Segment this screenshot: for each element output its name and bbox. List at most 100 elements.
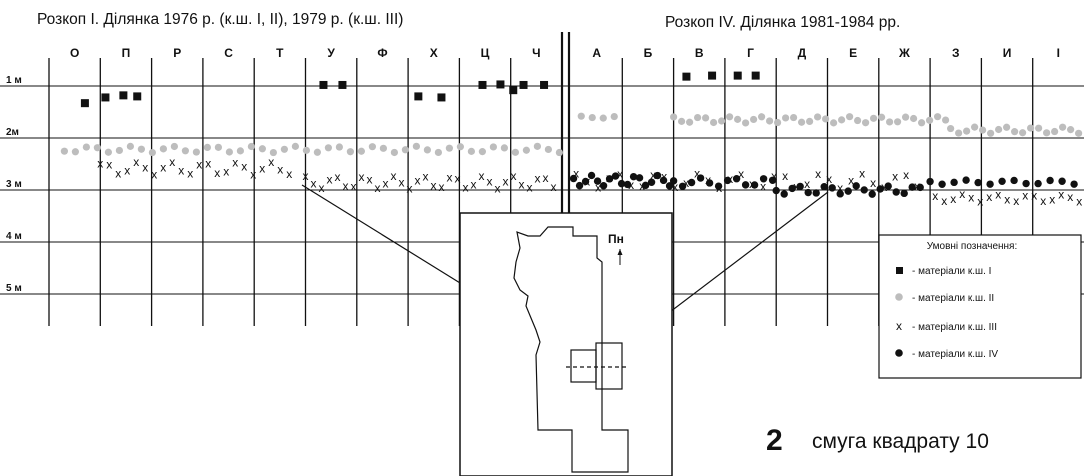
layer3-find-marker: x [892, 170, 898, 184]
layer2-find-marker [963, 127, 971, 135]
plan-square-right [595, 342, 623, 390]
layer2-find-marker [500, 144, 508, 152]
layer3-find-marker: x [503, 174, 509, 188]
legend-square-icon [896, 267, 903, 274]
layer4-find-marker [732, 175, 741, 183]
layer4-find-marker [1046, 176, 1054, 185]
column-label: Т [276, 46, 284, 60]
layer4-find-marker [669, 177, 678, 185]
layer4-find-marker [772, 186, 780, 195]
layer3-find-marker: x [133, 155, 139, 169]
layer3-find-marker: x [407, 181, 413, 195]
layer4-find-marker [986, 180, 994, 188]
layer1-find-marker [540, 80, 549, 89]
layer2-find-marker [987, 129, 995, 137]
column-label: Ц [481, 46, 490, 60]
legend-black-circle-icon [895, 349, 903, 357]
layer4-find-marker [617, 179, 626, 188]
layer3-find-marker: x [903, 168, 909, 182]
layer3-find-marker: x [1031, 188, 1037, 202]
depth-label: 3 м [6, 179, 22, 190]
layer3-find-marker: x [375, 181, 381, 195]
layer3-find-marker: x [286, 167, 292, 181]
layer2-find-marker [588, 113, 596, 122]
layer3-find-marker: x [932, 189, 938, 203]
layer2-find-marker [522, 146, 530, 154]
layer2-find-marker [313, 148, 321, 156]
layer3-find-marker: x [124, 164, 130, 178]
layer3-find-marker: x [335, 170, 341, 184]
layer2-find-marker [181, 147, 189, 155]
layer2-find-marker [280, 145, 288, 153]
layer4-find-marker [796, 182, 804, 191]
layer2-find-marker [1027, 124, 1035, 132]
layer3-find-marker: x [584, 174, 590, 188]
layer3-find-marker: x [1040, 194, 1046, 208]
layer3-find-marker: x [551, 180, 557, 194]
depth-label: 5 м [6, 283, 22, 294]
layer1-find-marker [133, 92, 142, 101]
layer2-find-marker [947, 124, 955, 133]
layer3-find-marker: x [606, 171, 612, 185]
layer2-find-marker [830, 119, 838, 127]
layer3-find-marker: x [527, 181, 533, 195]
layer3-find-marker: x [178, 163, 184, 177]
layer1-find-marker [708, 71, 717, 80]
layer1-find-marker [751, 71, 760, 80]
layer2-find-marker [1067, 126, 1075, 134]
layer2-find-marker [702, 114, 710, 122]
layer2-find-marker [1059, 123, 1067, 131]
site-plan-inset: Пн [459, 212, 673, 476]
excavation-outline [513, 226, 629, 473]
layer2-find-marker [926, 116, 934, 124]
layer1-find-marker [733, 71, 742, 80]
layer3-find-marker: x [782, 169, 788, 183]
layer2-find-marker [942, 116, 950, 124]
left-section-title: Розкоп І. Ділянка 1976 р. (к.ш. І, ІІ), … [37, 11, 403, 28]
layer2-find-marker [236, 147, 244, 155]
layer3-find-marker: x [543, 171, 549, 185]
layer3-find-marker: x [738, 167, 744, 181]
layer3-find-marker: x [463, 181, 469, 195]
layer3-find-marker: x [1004, 192, 1010, 206]
layer3-find-marker: x [359, 170, 365, 184]
layer3-find-marker: x [142, 160, 148, 174]
layer4-find-marker [653, 171, 662, 180]
layer3-find-marker: x [399, 175, 405, 189]
layer1-find-marker [437, 93, 446, 102]
layer3-find-marker: x [661, 170, 667, 184]
layer2-find-marker [533, 142, 541, 150]
layer3-find-marker: x [1013, 194, 1019, 208]
layer2-find-marker [148, 148, 156, 157]
layer2-find-marker [258, 145, 266, 153]
legend-label-layer2: - матеріали к.ш. ІІ [912, 293, 994, 304]
layer4-find-marker [804, 188, 812, 197]
layer4-find-marker [868, 190, 876, 198]
layer2-find-marker [750, 115, 758, 124]
layer4-find-marker [723, 176, 732, 185]
legend-title: Умовні позначення: [927, 241, 1018, 252]
layer2-find-marker [822, 115, 830, 123]
layer2-find-marker [718, 117, 726, 125]
layer4-find-marker [599, 182, 608, 190]
layer4-find-marker [950, 178, 958, 187]
layer3-find-marker: x [986, 190, 992, 204]
column-label: Г [747, 46, 754, 60]
column-label: Ж [898, 46, 910, 60]
layer3-find-marker: x [471, 177, 477, 191]
layer4-find-marker [665, 182, 674, 190]
layer4-find-marker [938, 180, 946, 188]
legend-cross-icon: x [896, 319, 902, 333]
layer2-find-marker [225, 148, 233, 156]
layer2-find-marker [467, 147, 475, 155]
layer3-find-marker: x [995, 187, 1001, 201]
layer1-find-marker [319, 80, 328, 89]
layer3-find-marker: x [319, 181, 325, 195]
layer2-find-marker [710, 118, 718, 127]
layer4-find-marker [581, 177, 590, 186]
layer3-find-marker: x [169, 155, 175, 169]
layer3-find-marker: x [837, 181, 843, 195]
layer4-find-marker [687, 178, 696, 187]
depth-label: 2м [6, 127, 19, 138]
layer2-find-marker [368, 143, 376, 151]
